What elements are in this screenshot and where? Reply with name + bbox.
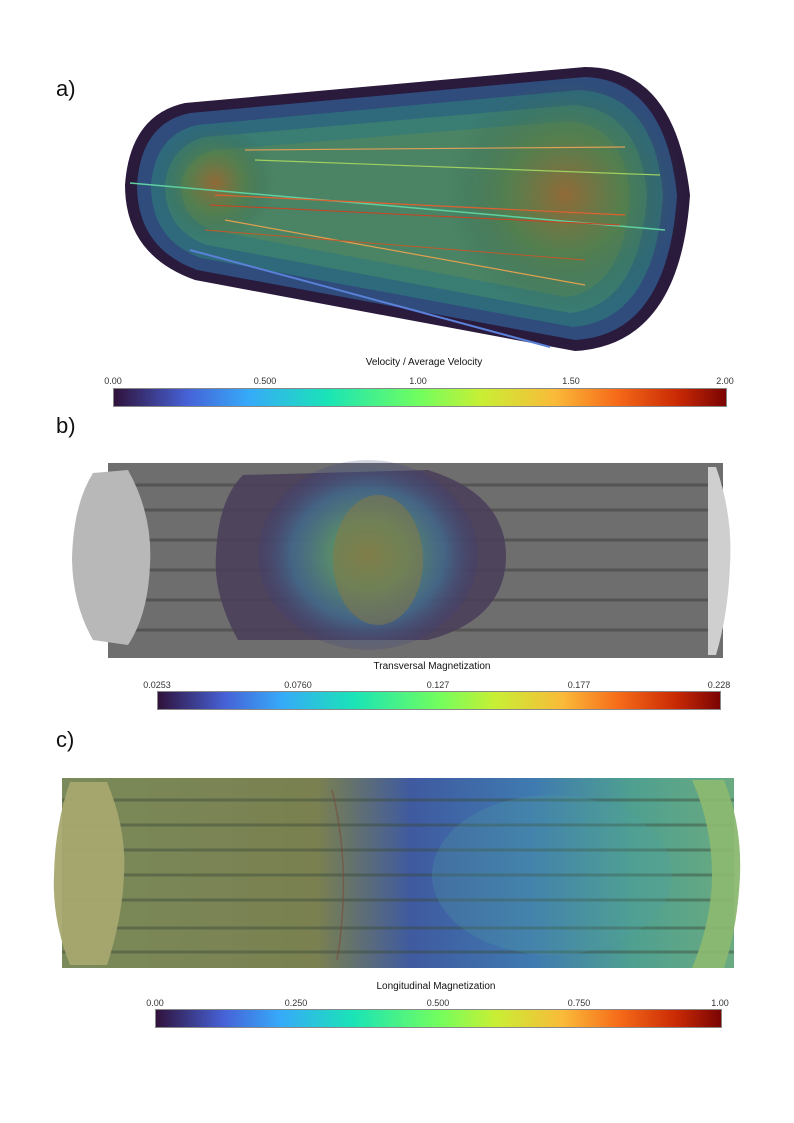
colorbar-tick: 0.500 [426,998,450,1008]
colorbar-tick: 0.500 [253,376,277,386]
colorbar-tick: 0.750 [567,998,591,1008]
colorbar-tick: 1.00 [711,998,729,1008]
colorbar-tick: 0.0760 [284,680,312,690]
colorbar-tick: 0.250 [284,998,308,1008]
panel-label-c: c) [56,727,75,752]
colorbar-title-b: Transversal Magnetization [373,661,491,672]
colorbar-a [113,388,727,407]
colorbar-tick: 0.00 [104,376,122,386]
transversal-magnetization-render [72,460,731,658]
colorbar-tick: 1.50 [562,376,580,386]
colorbar-title-a: Velocity / Average Velocity [365,357,483,368]
colorbar-tick: 0.228 [707,680,731,690]
longitudinal-magnetization-render [53,778,741,968]
colorbar-tick: 0.127 [426,680,450,690]
panel-label-a: a) [56,76,76,101]
colorbar-tick: 2.00 [716,376,734,386]
colorbar-tick: 0.177 [567,680,591,690]
colorbar-tick: 0.00 [146,998,164,1008]
panel-label-b: b) [56,413,76,438]
colorbar-c [155,1009,722,1028]
colorbar-tick: 0.0253 [143,680,171,690]
colorbar-title-c: Longitudinal Magnetization [376,981,496,992]
colorbar-tick: 1.00 [409,376,427,386]
colorbar-b [157,691,721,710]
velocity-render [125,67,690,351]
